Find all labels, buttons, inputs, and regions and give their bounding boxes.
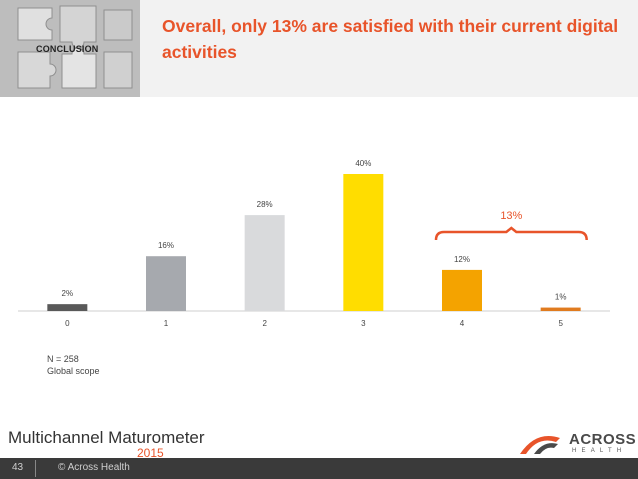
bar-1: [146, 256, 186, 311]
bar-2: [244, 215, 285, 311]
data-label-5: 1%: [555, 293, 567, 302]
bar-chart-svg: 2% 0 16% 1 28% 2 40% 3 12% 4 1% 5 13%: [18, 159, 610, 328]
tick-label-0: 0: [65, 319, 70, 328]
data-label-0: 2%: [62, 289, 74, 298]
bracket-label: 13%: [500, 210, 522, 222]
data-label-3: 40%: [355, 159, 371, 168]
bar-3: [343, 174, 384, 311]
tick-label-5: 5: [558, 319, 563, 328]
bracket-icon: [434, 226, 588, 241]
data-label-4: 12%: [454, 255, 470, 264]
puzzle-pieces-icon: [0, 0, 140, 97]
slide-header: CONCLUSION Overall, only 13% are satisfi…: [0, 0, 638, 97]
puzzle-image: CONCLUSION: [0, 0, 140, 97]
page-number: 43: [12, 462, 24, 473]
bar-5: [540, 307, 581, 311]
bar-chart: 2% 0 16% 1 28% 2 40% 3 12% 4 1% 5 13%: [0, 100, 638, 350]
slide-footer: 43 © Across Health: [0, 458, 638, 479]
tick-label-4: 4: [460, 319, 465, 328]
brand-year: 2015: [137, 446, 164, 460]
scope-note: Global scope: [47, 366, 100, 376]
brand-name: Multichannel Maturometer: [8, 428, 205, 447]
across-health-logo-icon: [520, 436, 560, 454]
conclusion-badge: CONCLUSION: [36, 44, 99, 54]
footer-divider: [35, 460, 36, 477]
data-label-1: 16%: [158, 241, 174, 250]
tick-label-1: 1: [164, 319, 169, 328]
logo-text: ACROSS: [569, 431, 637, 448]
data-label-2: 28%: [257, 200, 273, 209]
logo-subtext: HEALTH: [572, 448, 627, 454]
tick-label-3: 3: [361, 319, 366, 328]
slide-title: Overall, only 13% are satisfied with the…: [162, 16, 619, 62]
sample-size-note: N = 258: [47, 354, 79, 364]
bar-0: [47, 304, 88, 311]
tick-label-2: 2: [262, 319, 267, 328]
bar-4: [442, 269, 482, 311]
copyright-text: © Across Health: [58, 462, 130, 473]
